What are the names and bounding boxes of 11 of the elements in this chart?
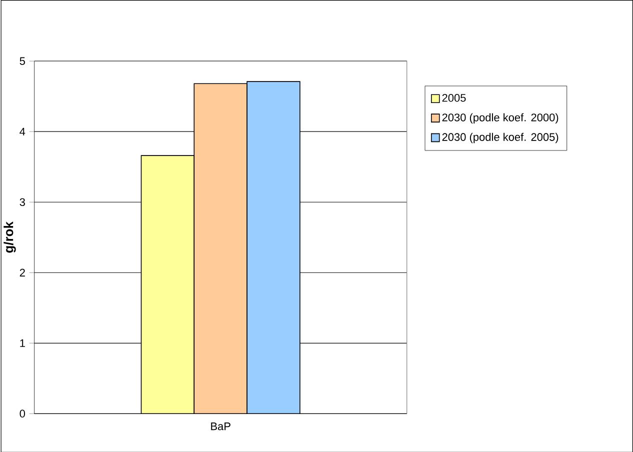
x-tick-label: BaP bbox=[211, 422, 230, 430]
y-axis-title: g/rok bbox=[4, 221, 16, 252]
y-tick-label: 4 bbox=[20, 128, 26, 136]
y-tick-label: 5 bbox=[20, 57, 25, 65]
legend-label: 2030 (podle koef. 2005) bbox=[442, 132, 558, 143]
y-tick-label: 3 bbox=[20, 198, 25, 206]
y-tick-label: 1 bbox=[20, 339, 25, 347]
y-tick-label: 0 bbox=[20, 410, 26, 418]
legend-label: 2030 (podle koef. 2000) bbox=[442, 113, 558, 124]
legend-label: 2005 bbox=[442, 94, 466, 102]
y-tick-label: 2 bbox=[20, 268, 25, 276]
